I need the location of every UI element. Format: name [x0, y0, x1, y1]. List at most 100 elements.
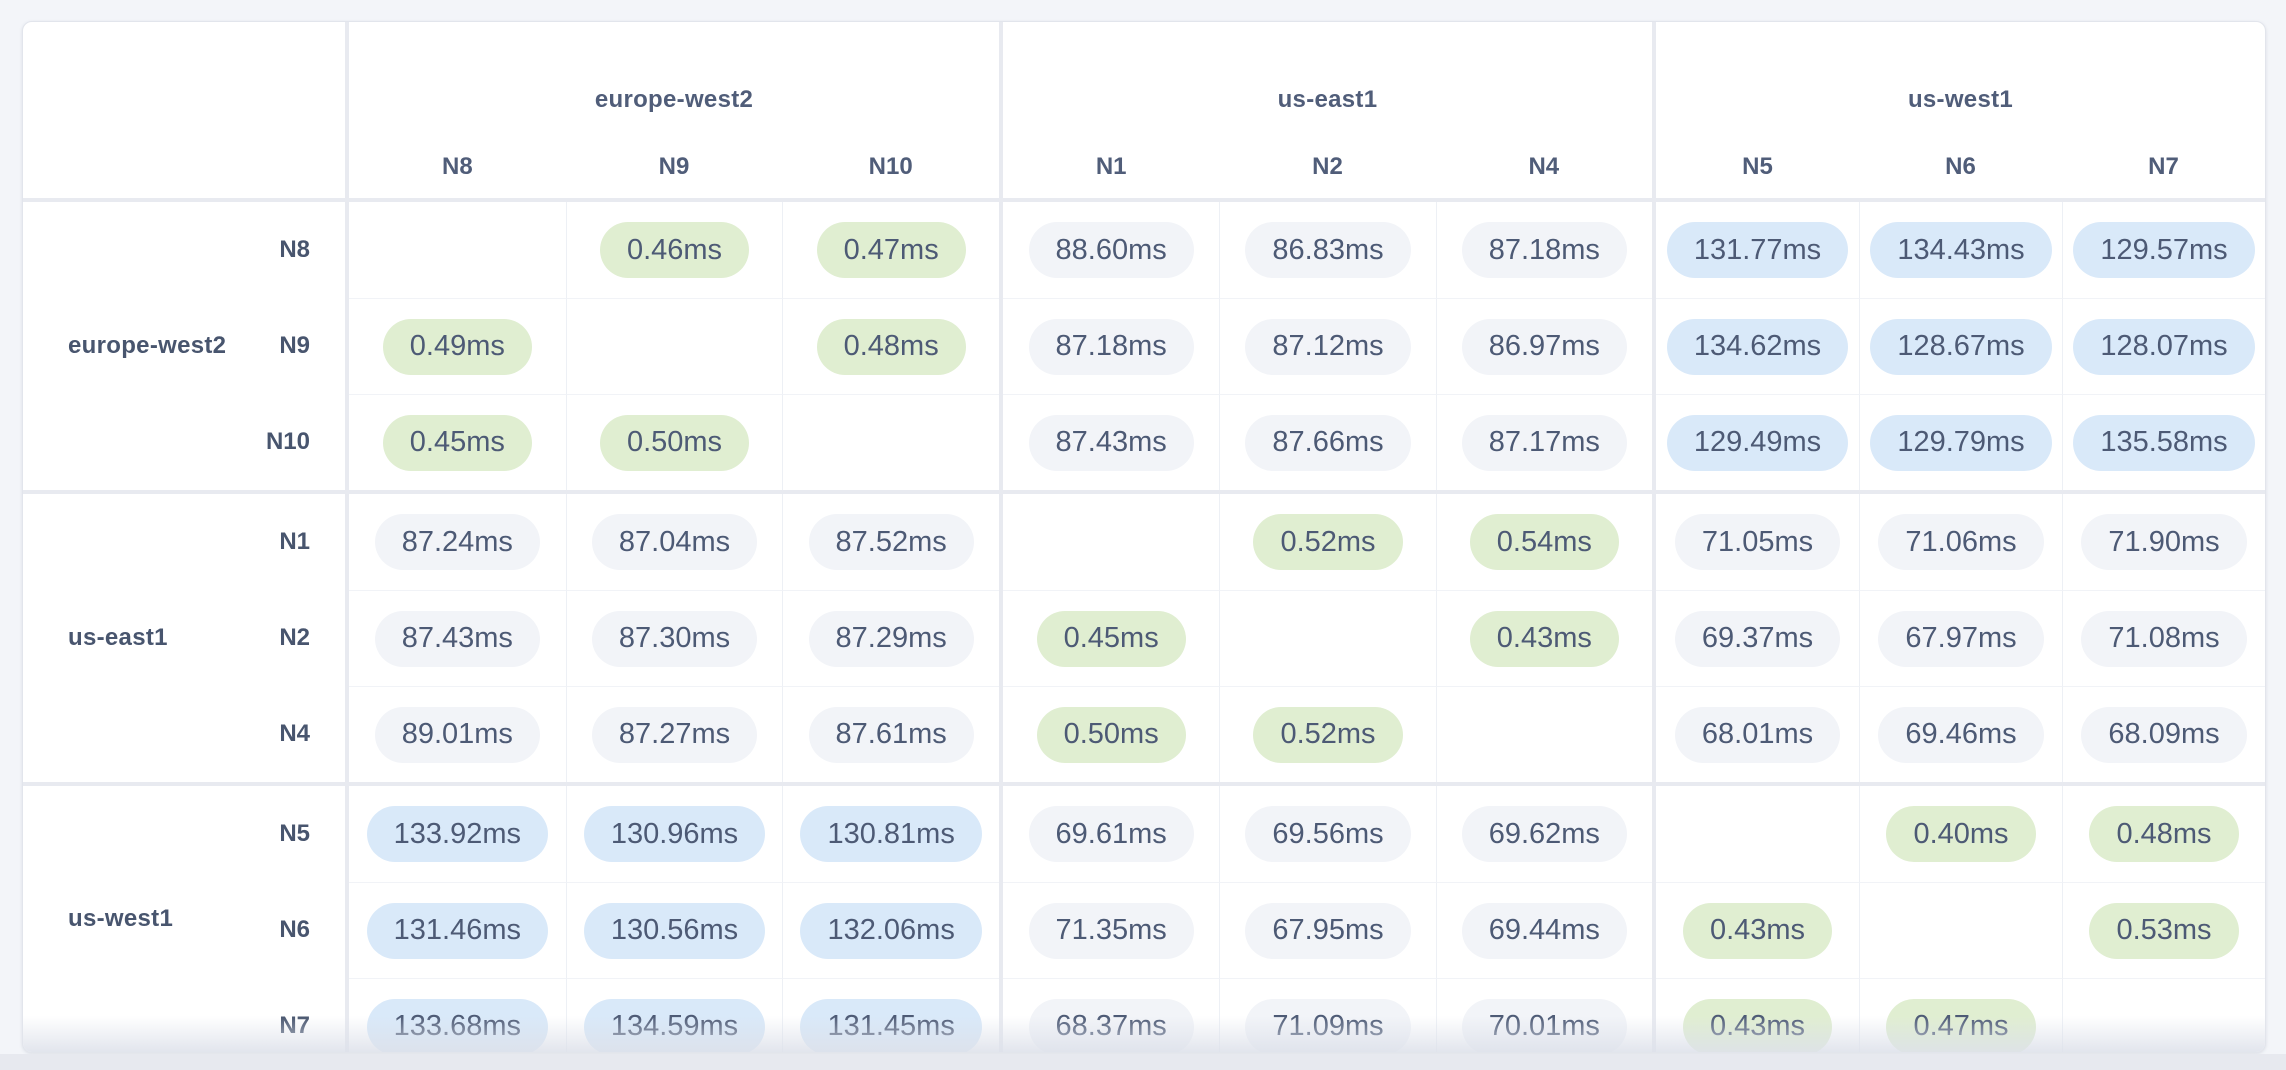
latency-pill: 87.18ms [1461, 222, 1627, 278]
latency-cell: 86.97ms [1435, 298, 1652, 394]
latency-pill: 87.18ms [1028, 318, 1194, 375]
latency-pill: 87.17ms [1461, 414, 1627, 471]
latency-cell: 135.58ms [2062, 394, 2265, 490]
latency-cell: 0.43ms [1656, 978, 1859, 1052]
latency-cell: 0.52ms [1219, 494, 1435, 590]
latency-cell: 130.56ms [565, 882, 783, 978]
latency-pill: 130.56ms [583, 902, 766, 959]
latency-pill: 69.61ms [1028, 806, 1194, 862]
latency-pill: 0.52ms [1253, 706, 1403, 763]
row-node-label: N8 [279, 236, 310, 263]
latency-cell: 89.01ms [349, 686, 566, 782]
latency-cell-self [1435, 686, 1652, 782]
latency-pill: 129.57ms [2073, 222, 2255, 278]
latency-pill: 129.49ms [1666, 414, 1849, 471]
latency-cell: 71.35ms [1003, 882, 1220, 978]
matrix-block: 0.52ms 0.54ms 0.45ms 0.43ms 0.50ms 0.52ms [1003, 494, 1652, 782]
network-latency-matrix: europe-west2 N8 N9 N10 us-east1 N1 N2 N4 us-west… [22, 21, 2266, 1053]
latency-cell: 69.61ms [1003, 786, 1219, 882]
latency-cell: 0.43ms [1656, 882, 1859, 978]
row-node-label-column: N1 N2 N4 [23, 494, 345, 782]
latency-pill: 0.49ms [382, 318, 532, 375]
row-node-label: N5 [279, 820, 310, 847]
latency-cell: 68.09ms [2062, 686, 2265, 782]
latency-cell: 69.44ms [1435, 882, 1652, 978]
latency-pill: 68.01ms [1674, 706, 1841, 763]
column-node-header: N4 [1528, 153, 1560, 180]
latency-pill: 87.61ms [808, 706, 974, 763]
latency-pill: 67.95ms [1245, 902, 1411, 959]
latency-cell: 0.47ms [782, 202, 999, 298]
matrix-block: 88.60ms 86.83ms 87.18ms 87.18ms 87.12ms 86.97… [1003, 202, 1652, 490]
latency-pill: 87.04ms [591, 514, 758, 570]
row-node-label: N1 [279, 528, 310, 555]
latency-cell: 129.57ms [2062, 202, 2265, 298]
latency-cell: 87.30ms [565, 590, 783, 686]
latency-cell: 0.40ms [1859, 786, 2062, 882]
latency-pill: 0.46ms [599, 222, 750, 278]
latency-cell: 0.47ms [1859, 978, 2062, 1052]
latency-cell: 0.45ms [1003, 590, 1220, 686]
latency-pill: 0.50ms [1036, 706, 1186, 763]
latency-pill: 134.62ms [1666, 318, 1849, 375]
column-node-header: N8 [441, 153, 473, 180]
matrix-corner-cell [23, 22, 345, 198]
latency-cell: 0.49ms [349, 298, 566, 394]
latency-cell: 67.97ms [1859, 590, 2062, 686]
latency-cell-self [2062, 978, 2265, 1052]
latency-cell: 71.05ms [1656, 494, 1859, 590]
column-node-header: N7 [2148, 153, 2179, 180]
latency-pill: 0.43ms [1682, 998, 1833, 1052]
latency-cell: 0.48ms [782, 298, 999, 394]
latency-cell: 0.54ms [1435, 494, 1652, 590]
latency-pill: 88.60ms [1028, 222, 1194, 278]
latency-pill: 133.92ms [366, 806, 548, 862]
latency-pill: 0.43ms [1469, 610, 1619, 667]
latency-pill: 134.43ms [1870, 222, 2052, 278]
latency-pill: 131.77ms [1666, 222, 1849, 278]
latency-cell: 87.24ms [349, 494, 566, 590]
latency-cell: 0.43ms [1435, 590, 1652, 686]
latency-pill: 135.58ms [2073, 414, 2255, 471]
latency-pill: 0.40ms [1886, 806, 2036, 862]
latency-pill: 128.67ms [1870, 318, 2052, 375]
latency-cell: 128.67ms [1859, 298, 2062, 394]
latency-cell: 87.43ms [349, 590, 566, 686]
latency-pill: 87.43ms [1028, 414, 1194, 471]
matrix-block: 0.40ms 0.48ms 0.43ms 0.53ms 0.43ms 0.47ms [1656, 786, 2265, 1052]
column-node-header: N2 [1312, 153, 1343, 180]
latency-cell: 0.46ms [565, 202, 783, 298]
latency-pill: 130.96ms [583, 806, 766, 862]
column-node-header: N9 [658, 153, 690, 180]
latency-pill: 0.53ms [2089, 902, 2239, 959]
latency-pill: 131.46ms [366, 902, 548, 959]
column-node-header: N6 [1945, 153, 1976, 180]
latency-pill: 129.79ms [1870, 414, 2052, 471]
column-node-header-row: N5 N6 N7 [1656, 136, 2265, 198]
row-group-region-label: us-west1 [68, 905, 174, 932]
latency-cell: 87.18ms [1435, 202, 1652, 298]
latency-cell-self [1003, 494, 1219, 590]
latency-pill: 69.62ms [1461, 806, 1627, 862]
latency-pill: 71.90ms [2081, 514, 2247, 570]
latency-pill: 71.08ms [2081, 610, 2247, 667]
latency-pill: 130.81ms [800, 806, 982, 862]
matrix-block: 87.24ms 87.04ms 87.52ms 87.43ms 87.30ms 87.29… [349, 494, 999, 782]
latency-cell: 87.43ms [1003, 394, 1220, 490]
latency-cell-self [1219, 590, 1436, 686]
matrix-block: 133.92ms 130.96ms 130.81ms 131.46ms 130.56ms… [349, 786, 999, 1052]
latency-pill: 89.01ms [374, 706, 540, 763]
latency-cell: 87.12ms [1219, 298, 1436, 394]
latency-pill: 68.37ms [1028, 998, 1194, 1052]
latency-cell: 68.37ms [1003, 978, 1220, 1052]
latency-cell-self [1859, 882, 2062, 978]
latency-cell-self [782, 394, 999, 490]
latency-cell: 71.06ms [1859, 494, 2062, 590]
latency-cell: 130.81ms [782, 786, 999, 882]
latency-pill: 67.97ms [1878, 610, 2044, 667]
latency-cell: 87.18ms [1003, 298, 1220, 394]
latency-cell: 0.50ms [565, 394, 783, 490]
latency-cell: 87.52ms [782, 494, 999, 590]
latency-cell: 0.53ms [2062, 882, 2265, 978]
latency-cell-self [349, 202, 566, 298]
